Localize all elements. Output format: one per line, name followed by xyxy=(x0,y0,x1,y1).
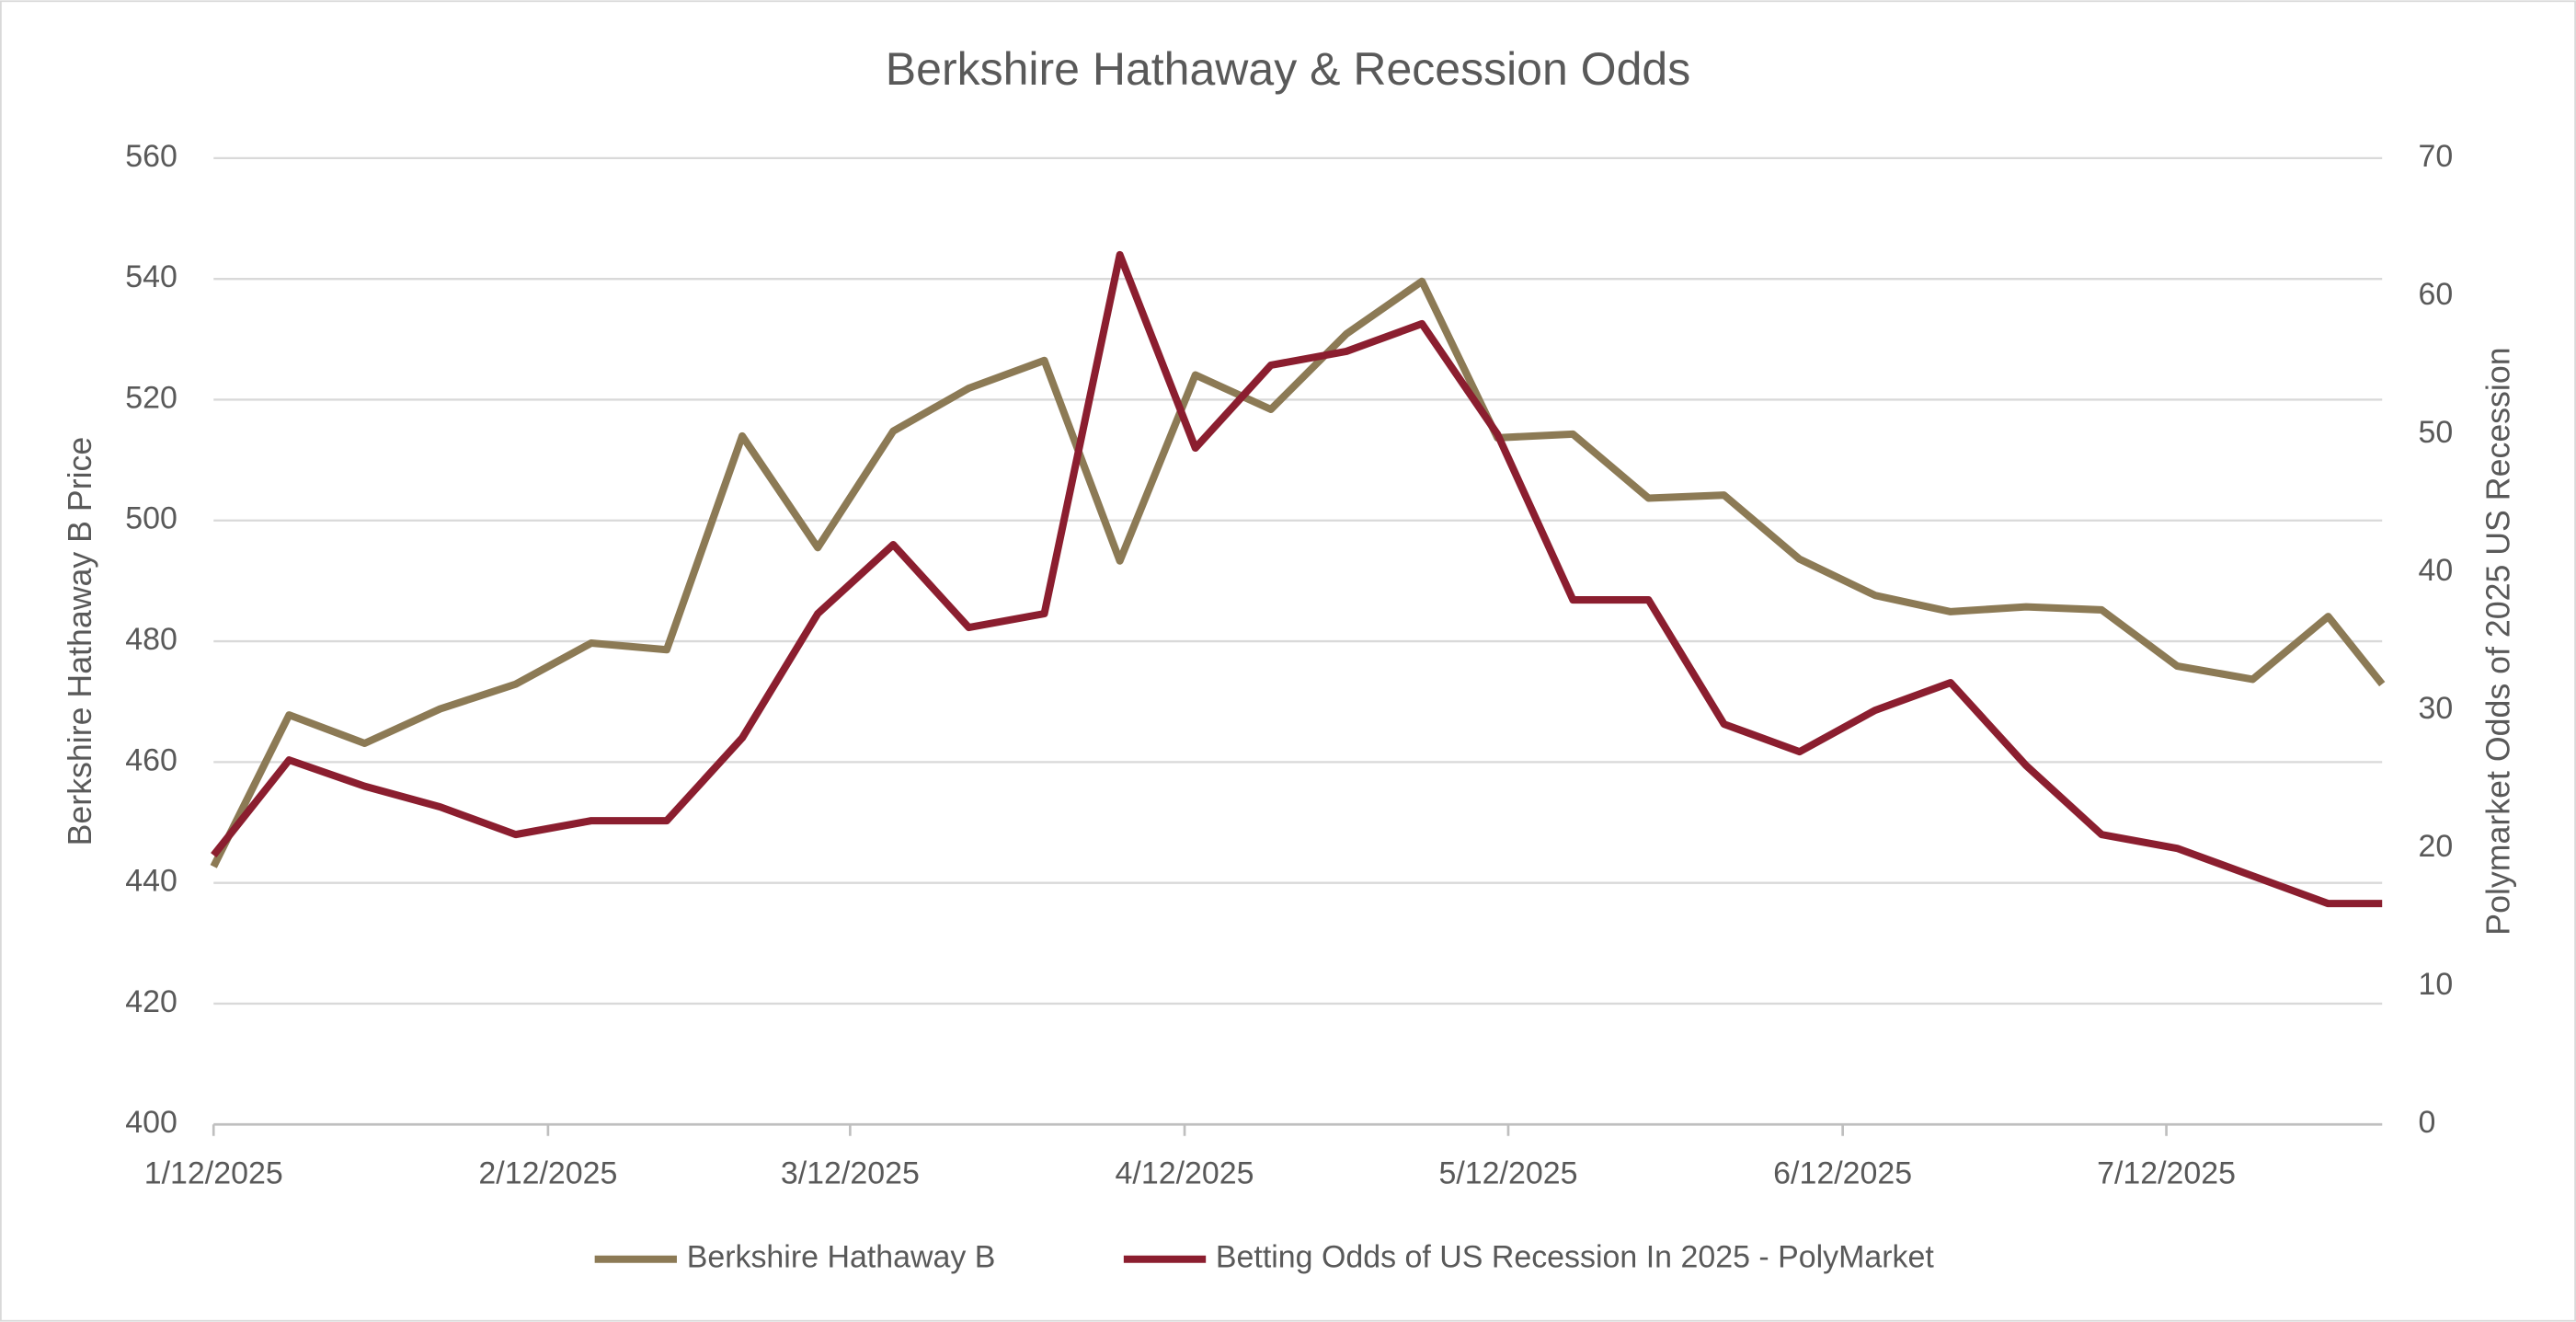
y2-tick-label: 0 xyxy=(2419,1105,2436,1140)
series-line xyxy=(211,250,2383,908)
y2-tick-label: 20 xyxy=(2419,829,2454,864)
y-tick-label: 500 xyxy=(125,501,177,536)
y2-tick-label: 30 xyxy=(2419,691,2454,726)
y-tick-label: 560 xyxy=(125,139,177,174)
y-tick-label: 440 xyxy=(125,864,177,899)
y-axis-title: Berkshire Hathaway B Price xyxy=(62,437,98,846)
y2-tick-label: 10 xyxy=(2419,967,2454,1002)
x-tick-label: 7/12/2025 xyxy=(2097,1156,2236,1191)
y-tick-label: 540 xyxy=(125,259,177,294)
x-tick-label: 2/12/2025 xyxy=(478,1156,617,1191)
y2-tick-label: 70 xyxy=(2419,139,2454,174)
x-tick-label: 1/12/2025 xyxy=(144,1156,283,1191)
y2-tick-label: 40 xyxy=(2419,553,2454,588)
legend-label: Betting Odds of US Recession In 2025 - P… xyxy=(1216,1240,1935,1275)
y-tick-label: 480 xyxy=(125,622,177,657)
x-tick-label: 4/12/2025 xyxy=(1116,1156,1254,1191)
x-tick-label: 6/12/2025 xyxy=(1773,1156,1912,1191)
x-tick-label: 5/12/2025 xyxy=(1438,1156,1577,1191)
y-tick-label: 400 xyxy=(125,1105,177,1140)
legend-label: Berkshire Hathaway B xyxy=(687,1240,996,1275)
chart-title: Berkshire Hathaway & Recession Odds xyxy=(886,43,1690,95)
y-tick-label: 420 xyxy=(125,984,177,1019)
y-tick-label: 520 xyxy=(125,380,177,415)
y2-axis-title: Polymarket Odds of 2025 US Recession xyxy=(2479,347,2516,935)
y2-tick-label: 60 xyxy=(2419,277,2454,312)
x-tick-label: 3/12/2025 xyxy=(781,1156,920,1191)
y2-tick-label: 50 xyxy=(2419,415,2454,450)
series-line xyxy=(210,277,2386,868)
y-tick-label: 460 xyxy=(125,742,177,777)
